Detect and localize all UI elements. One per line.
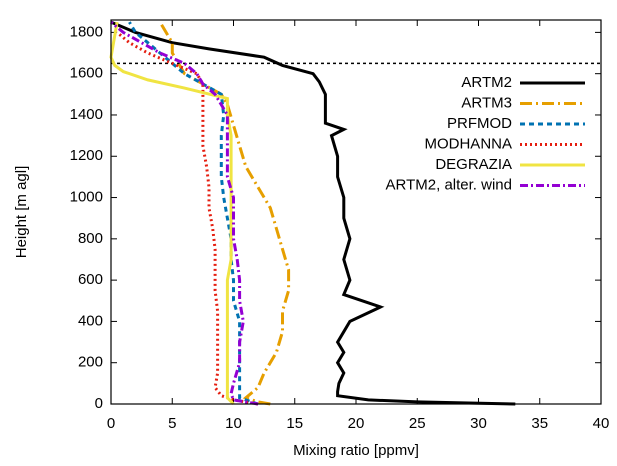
legend-label: PRFMOD: [447, 115, 512, 132]
legend-label: DEGRAZIA: [435, 156, 512, 173]
y-tick-label: 1400: [70, 106, 103, 123]
series-line: [109, 21, 235, 406]
y-tick-label: 1200: [70, 147, 103, 164]
x-tick-label: 40: [593, 415, 610, 432]
x-tick-label: 30: [470, 415, 487, 432]
x-tick-label: 5: [168, 415, 176, 432]
y-tick-label: 200: [78, 354, 103, 371]
x-tick-label: 20: [348, 415, 365, 432]
series-line: [158, 21, 291, 406]
y-tick-label: 800: [78, 230, 103, 247]
series-line: [110, 20, 516, 406]
x-tick-label: 35: [531, 415, 548, 432]
y-tick-label: 1600: [70, 65, 103, 82]
y-axis-label: Height [m agl]: [13, 166, 30, 259]
y-tick-label: 0: [95, 395, 103, 412]
x-tick-label: 15: [286, 415, 303, 432]
y-tick-label: 600: [78, 271, 103, 288]
legend-label: ARTM2, alter. wind: [386, 176, 512, 193]
x-axis-label: Mixing ratio [ppmv]: [293, 442, 419, 459]
legend-label: ARTM3: [461, 94, 512, 111]
y-tick-label: 400: [78, 312, 103, 329]
x-tick-label: 0: [107, 415, 115, 432]
x-tick-label: 10: [225, 415, 242, 432]
plot-frame: [110, 19, 602, 405]
legend-label: MODHANNA: [424, 135, 512, 152]
x-tick-label: 25: [409, 415, 426, 432]
series-line: [116, 31, 259, 406]
y-tick-label: 1000: [70, 189, 103, 206]
y-tick-label: 1800: [70, 23, 103, 40]
series-line: [110, 20, 259, 406]
legend-label: ARTM2: [461, 74, 512, 91]
